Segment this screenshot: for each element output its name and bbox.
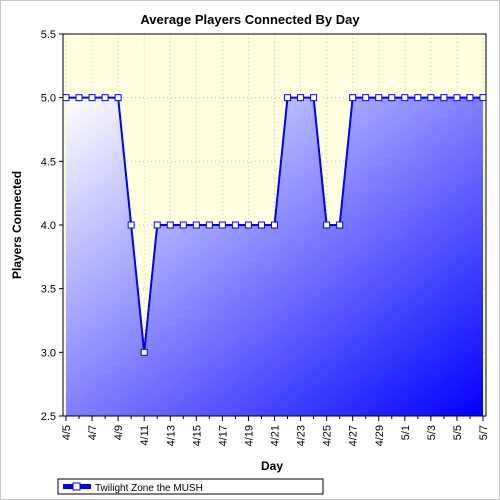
- data-point-marker: [153, 221, 161, 229]
- x-axis-ticks: 4/5 4/7 4/9 4/11 4/13 4/15 4/17 4/19 4/21 4/23 4/2…: [61, 416, 490, 446]
- x-tick-label: 5/5: [452, 425, 464, 440]
- data-point-marker: [466, 94, 474, 102]
- data-point-marker: [388, 94, 396, 102]
- data-point-marker: [401, 94, 409, 102]
- data-point-marker: [349, 94, 357, 102]
- data-point-marker: [414, 94, 422, 102]
- data-point-marker: [218, 221, 226, 229]
- x-tick-label: 4/23: [296, 425, 308, 446]
- x-tick-label: 4/21: [270, 425, 282, 446]
- data-point-marker: [297, 94, 305, 102]
- data-point-marker: [88, 94, 96, 102]
- x-tick-label: 5/1: [400, 425, 412, 440]
- x-tick-label: 4/9: [113, 425, 125, 440]
- x-tick-label: 4/27: [348, 425, 360, 446]
- data-point-marker: [336, 221, 344, 229]
- legend-marker-icon: [72, 482, 81, 491]
- data-point-marker: [205, 221, 213, 229]
- chart-title: Average Players Connected By Day: [140, 12, 360, 27]
- legend: Twilight Zone the MUSH: [57, 478, 324, 495]
- data-point-marker: [323, 221, 331, 229]
- x-tick-label: 4/11: [139, 425, 151, 446]
- data-point-marker: [114, 94, 122, 102]
- data-point-marker: [440, 94, 448, 102]
- data-point-marker: [101, 94, 109, 102]
- y-tick-label: 3.0: [41, 347, 56, 359]
- y-tick-label: 2.5: [41, 411, 56, 423]
- data-point-marker: [179, 221, 187, 229]
- data-point-marker: [127, 221, 135, 229]
- data-point-marker: [479, 94, 487, 102]
- y-tick-label: 5.0: [41, 93, 56, 105]
- data-point-marker: [231, 221, 239, 229]
- x-tick-label: 4/25: [322, 425, 334, 446]
- data-point-marker: [362, 94, 370, 102]
- data-point-marker: [75, 94, 83, 102]
- data-point-marker: [257, 221, 265, 229]
- y-tick-label: 4.0: [41, 220, 56, 232]
- data-point-marker: [310, 94, 318, 102]
- y-tick-label: 5.5: [41, 29, 56, 41]
- data-point-marker: [166, 221, 174, 229]
- x-tick-label: 4/7: [87, 425, 99, 440]
- y-tick-label: 3.5: [41, 284, 56, 296]
- data-point-marker: [62, 94, 70, 102]
- y-axis-title: Players Connected: [10, 171, 24, 279]
- x-tick-label: 4/19: [243, 425, 255, 446]
- x-tick-label: 4/17: [217, 425, 229, 446]
- x-tick-label: 4/5: [61, 425, 73, 440]
- x-axis-title: Day: [261, 459, 283, 473]
- data-point-marker: [140, 348, 148, 356]
- legend-label: Twilight Zone the MUSH: [95, 483, 203, 494]
- data-point-marker: [192, 221, 200, 229]
- x-tick-label: 4/29: [374, 425, 386, 446]
- x-tick-label: 4/13: [165, 425, 177, 446]
- series-area-fill: [66, 97, 483, 417]
- data-point-marker: [427, 94, 435, 102]
- data-point-marker: [375, 94, 383, 102]
- y-tick-label: 4.5: [41, 156, 56, 168]
- x-tick-label: 5/7: [478, 425, 490, 440]
- legend-box: [57, 478, 324, 495]
- data-point-marker: [271, 221, 278, 229]
- y-axis-ticks: 2.5 3.0 3.5 4.0 4.5 5.0 5.5: [41, 29, 63, 423]
- data-point-marker: [244, 221, 252, 229]
- x-tick-label: 5/3: [426, 425, 438, 440]
- data-point-marker: [284, 94, 292, 102]
- data-point-marker: [453, 94, 461, 102]
- data-markers: [62, 94, 487, 356]
- x-tick-label: 4/15: [191, 425, 203, 446]
